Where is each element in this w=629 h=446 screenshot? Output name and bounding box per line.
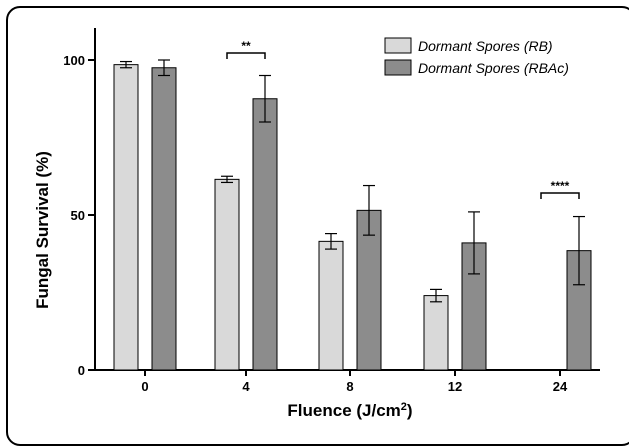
bar-rb (113, 64, 139, 371)
x-tick-label: 8 (346, 379, 353, 394)
x-tick-label: 4 (242, 379, 250, 394)
significance-label: **** (551, 179, 570, 193)
x-axis-title-sup: 2 (401, 401, 407, 413)
annotations-layer: ****** (226, 39, 580, 199)
bar-rb (423, 295, 449, 371)
bar-rbac (356, 209, 382, 371)
bar-rb (318, 240, 344, 371)
y-axis-title: Fungal Survival (%) (33, 151, 52, 309)
x-axis-title-main: Fluence (J/cm (287, 401, 400, 420)
figure-frame (6, 6, 629, 446)
axes-layer: 0 50 100 0 4 8 12 24 (63, 28, 600, 394)
legend-swatch-rb (384, 37, 412, 54)
significance-bracket (540, 192, 580, 199)
y-tick-label: 50 (71, 208, 85, 223)
bars-layer (113, 59, 592, 371)
legend: Dormant Spores (RB) Dormant Spores (RBAc) (384, 37, 569, 76)
significance-bracket (226, 52, 266, 59)
legend-swatch-rbac (384, 59, 412, 76)
y-tick-label: 100 (63, 53, 85, 68)
x-tick-label: 12 (448, 379, 462, 394)
bar-rb (214, 178, 240, 371)
bar-rbac (151, 67, 177, 371)
significance-label: ** (241, 39, 251, 53)
bar-rbac (252, 98, 278, 371)
x-axis-title-end: ) (407, 401, 413, 420)
x-tick-label: 0 (141, 379, 148, 394)
legend-label-rbac: Dormant Spores (RBAc) (418, 60, 569, 76)
x-axis-title: Fluence (J/cm2) (287, 401, 412, 420)
y-tick-label: 0 (78, 363, 85, 378)
x-tick-label: 24 (553, 379, 568, 394)
legend-label-rb: Dormant Spores (RB) (418, 38, 553, 54)
